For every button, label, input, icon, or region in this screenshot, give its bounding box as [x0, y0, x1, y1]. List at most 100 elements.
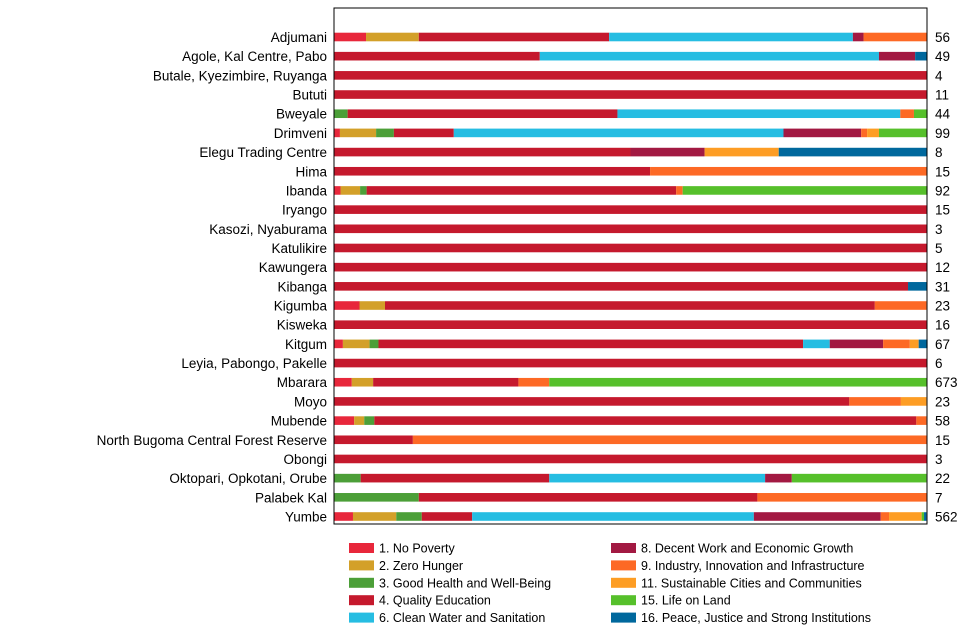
- bar-segment: [757, 493, 927, 502]
- total-label: 67: [935, 337, 950, 352]
- bar-segment: [352, 512, 397, 521]
- bar-segment: [915, 51, 927, 61]
- legend-label: 16. Peace, Justice and Strong Institutio…: [641, 611, 871, 625]
- bar-segment: [783, 128, 862, 138]
- bar-segment: [472, 512, 754, 521]
- bar-segment: [342, 339, 370, 349]
- bar-segment: [676, 186, 683, 195]
- category-label: Mbarara: [277, 375, 328, 390]
- legend-swatch: [611, 543, 636, 553]
- legend-label: 8. Decent Work and Economic Growth: [641, 542, 853, 556]
- category-label: Katulikire: [271, 241, 327, 256]
- bar-segment: [334, 109, 348, 119]
- bar-segment: [878, 51, 916, 61]
- legend-swatch: [349, 560, 374, 571]
- legend-swatch: [611, 612, 636, 623]
- bar-segment: [366, 32, 419, 42]
- total-label: 3: [935, 452, 943, 467]
- bar-segment: [539, 51, 879, 61]
- category-label: Kasozi, Nyaburama: [209, 222, 327, 237]
- bar-segment: [334, 243, 927, 253]
- bar-segment: [889, 512, 922, 521]
- bar-segment: [918, 339, 928, 349]
- legend-label: 15. Life on Land: [641, 594, 731, 608]
- bar-segment: [334, 358, 927, 368]
- bar-segment: [360, 186, 367, 195]
- category-label: Hima: [295, 164, 327, 179]
- bar-segment: [376, 128, 394, 138]
- bar-segment: [883, 339, 910, 349]
- bar-segment: [393, 128, 454, 138]
- bar-segment: [351, 377, 374, 387]
- total-label: 49: [935, 49, 950, 64]
- total-label: 4: [935, 68, 943, 83]
- category-label: Agole, Kal Centre, Pabo: [182, 49, 327, 64]
- bar-segment: [421, 512, 473, 521]
- total-label: 8: [935, 145, 943, 160]
- bar-segment: [334, 71, 927, 80]
- bar-segment: [418, 493, 758, 502]
- total-label: 11: [935, 88, 949, 103]
- bar-segment: [334, 416, 355, 425]
- total-label: 22: [935, 471, 950, 486]
- total-label: 15: [935, 433, 950, 448]
- bar-segment: [549, 473, 766, 483]
- bar-segment: [340, 186, 361, 195]
- bar-segment: [909, 339, 919, 349]
- category-label: Ibanda: [286, 183, 328, 198]
- legend-swatch: [349, 612, 374, 623]
- legend-swatch: [349, 577, 374, 588]
- bar-segment: [849, 397, 901, 406]
- bar-segment: [378, 339, 804, 349]
- bar-segment: [369, 339, 379, 349]
- bar-segment: [829, 339, 884, 349]
- category-label: North Bugoma Central Forest Reserve: [97, 433, 327, 448]
- bar-segment: [863, 32, 927, 42]
- legend-swatch: [611, 560, 636, 571]
- bar-segment: [412, 435, 927, 445]
- bar-segment: [339, 128, 377, 138]
- bar-segment: [360, 473, 550, 483]
- bar-segment: [880, 512, 890, 521]
- bar-segment: [334, 90, 927, 99]
- category-label: Iryango: [282, 203, 327, 218]
- legend: 1. No Poverty 2. Zero Hunger 3. Good Healt…: [349, 542, 871, 625]
- legend-label: 6. Clean Water and Sanitation: [379, 611, 545, 625]
- total-label: 56: [935, 30, 950, 45]
- legend-swatch: [611, 595, 636, 606]
- bar-segment: [453, 128, 784, 138]
- total-label: 31: [935, 279, 950, 294]
- bar-segment: [803, 339, 830, 349]
- bar-segment: [921, 512, 925, 521]
- legend-swatch: [349, 595, 374, 606]
- bar-segment: [334, 473, 361, 483]
- category-label: Bututi: [292, 88, 327, 103]
- total-labels: 56 49 4 11 44 99 8 15 92 15 3 5 12 31 23 16 67 6 673 23 58 15…: [935, 30, 958, 525]
- bar-segment: [778, 147, 927, 157]
- bar-segment: [900, 397, 927, 406]
- category-label: Oktopari, Opkotani, Orube: [169, 471, 327, 486]
- bar-segment: [354, 416, 365, 425]
- category-label: Obongi: [283, 452, 327, 467]
- bar-segment: [924, 512, 927, 521]
- bars-group: [334, 32, 928, 521]
- bar-segment: [682, 186, 928, 195]
- category-label: Kawungera: [259, 260, 328, 275]
- bar-segment: [609, 32, 853, 42]
- bar-segment: [334, 147, 631, 157]
- bar-segment: [384, 301, 875, 310]
- bar-segment: [334, 377, 352, 387]
- total-label: 12: [935, 260, 950, 275]
- total-label: 562: [935, 510, 958, 525]
- total-label: 5: [935, 241, 943, 256]
- total-label: 673: [935, 375, 958, 390]
- total-label: 58: [935, 414, 950, 429]
- bar-segment: [630, 147, 705, 157]
- bar-segment: [549, 377, 927, 387]
- bar-segment: [753, 512, 881, 521]
- legend-label: 2. Zero Hunger: [379, 559, 463, 573]
- bar-segment: [908, 282, 927, 291]
- legend-swatch: [349, 543, 374, 553]
- category-label: Moyo: [294, 394, 327, 409]
- category-label: Adjumani: [271, 30, 327, 45]
